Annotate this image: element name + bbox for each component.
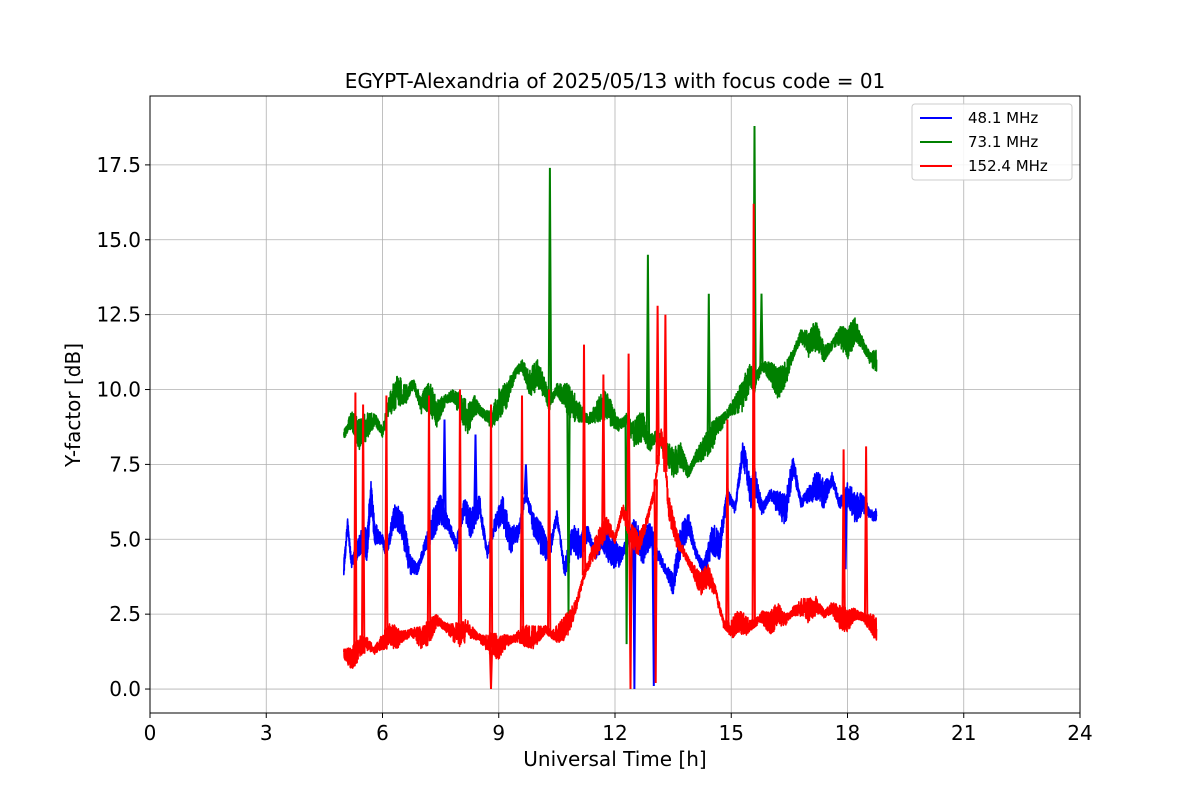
series-spike	[759, 293, 764, 368]
y-tick-label: 7.5	[109, 452, 141, 476]
series-spike	[663, 314, 668, 472]
series-spike	[645, 254, 651, 439]
series-spike	[863, 446, 869, 620]
series-spike	[653, 479, 658, 684]
series-spike	[488, 404, 494, 645]
x-tick-label: 21	[951, 721, 976, 745]
series-spike	[523, 464, 528, 495]
series-spike	[488, 644, 494, 690]
series-spike	[547, 389, 552, 633]
legend-label: 48.1 MHz	[968, 109, 1038, 127]
series-spike	[384, 395, 389, 639]
series-spike	[473, 434, 478, 514]
y-tick-label: 12.5	[96, 303, 141, 327]
x-tick-label: 3	[260, 721, 273, 745]
series-spike	[353, 392, 358, 654]
x-tick-label: 24	[1067, 721, 1092, 745]
chart-title: EGYPT-Alexandria of 2025/05/13 with focu…	[345, 69, 886, 93]
x-tick-label: 12	[602, 721, 627, 745]
series-spike	[655, 305, 660, 465]
y-tick-label: 17.5	[96, 153, 141, 177]
y-tick-label: 0.0	[109, 677, 141, 701]
y-tick-label: 15.0	[96, 228, 141, 252]
y-tick-label: 2.5	[109, 602, 141, 626]
series-layer	[342, 125, 878, 690]
series-spike	[361, 404, 366, 646]
series-line	[343, 428, 878, 669]
x-tick-label: 6	[376, 721, 389, 745]
series-spike	[426, 395, 432, 633]
series-spike	[751, 203, 756, 624]
x-tick-label: 18	[835, 721, 860, 745]
series-spike	[841, 449, 846, 619]
x-ticks: 0 3 6 9 12 15 18 21 24	[144, 713, 1093, 745]
y-axis-title: Y-factor [dB]	[61, 343, 85, 468]
series-spike	[725, 419, 730, 627]
series-line	[343, 317, 878, 479]
series-spike	[628, 533, 633, 690]
y-tick-label: 5.0	[109, 527, 141, 551]
series-spike	[442, 419, 447, 517]
x-tick-label: 9	[492, 721, 505, 745]
series-spike	[457, 389, 463, 636]
y-tick-label: 10.0	[96, 378, 141, 402]
legend-label: 152.4 MHz	[968, 157, 1048, 175]
series-spike	[581, 344, 587, 576]
y-ticks: 0.0 2.5 5.0 7.5 10.0 12.5 15.0 17.5	[96, 153, 150, 701]
series-spike	[547, 167, 553, 404]
series-spike	[601, 374, 606, 532]
x-tick-label: 15	[719, 721, 744, 745]
x-axis-title: Universal Time [h]	[523, 747, 706, 771]
series-spike	[519, 395, 525, 636]
series-spike	[626, 353, 631, 528]
legend: 48.1 MHz 73.1 MHz 152.4 MHz	[911, 103, 1073, 181]
legend-box	[911, 103, 1073, 181]
series-spike	[632, 524, 637, 690]
legend-label: 73.1 MHz	[968, 133, 1038, 151]
series-spike	[706, 293, 711, 441]
x-tick-label: 0	[144, 721, 157, 745]
